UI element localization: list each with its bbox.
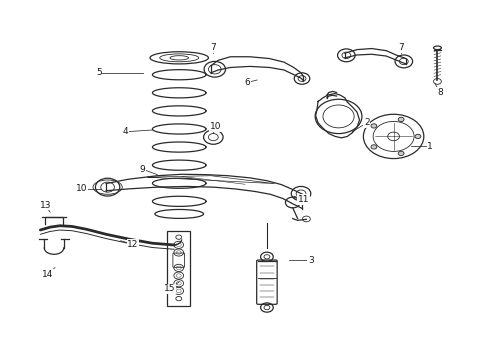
Circle shape: [415, 134, 421, 139]
Text: 13: 13: [40, 201, 51, 210]
Text: 7: 7: [398, 43, 404, 52]
Text: 4: 4: [123, 127, 128, 136]
Text: 9: 9: [140, 165, 146, 174]
Text: 6: 6: [245, 78, 250, 87]
Text: 1: 1: [427, 141, 433, 150]
Text: 14: 14: [42, 270, 53, 279]
Text: 11: 11: [298, 195, 309, 204]
Text: 8: 8: [437, 88, 443, 97]
Text: 12: 12: [127, 240, 139, 249]
Text: 5: 5: [96, 68, 102, 77]
Circle shape: [398, 117, 404, 122]
Circle shape: [398, 151, 404, 156]
Text: 15: 15: [164, 284, 175, 293]
Circle shape: [371, 124, 377, 128]
Text: 7: 7: [211, 43, 216, 52]
Text: 10: 10: [76, 184, 88, 193]
Text: 2: 2: [364, 118, 369, 127]
Text: 10: 10: [210, 122, 221, 131]
Text: 3: 3: [308, 256, 314, 265]
Circle shape: [371, 145, 377, 149]
